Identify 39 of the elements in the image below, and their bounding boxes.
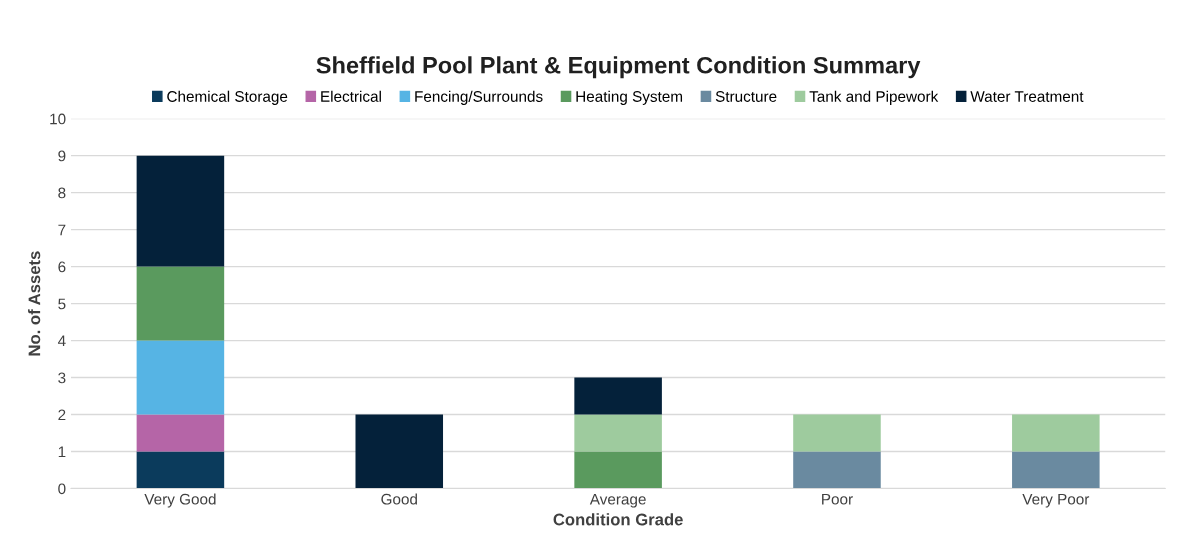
bar <box>136 155 225 267</box>
x-tick-label: Poor <box>822 493 853 505</box>
y-tick-label: 8 <box>58 187 66 199</box>
bar <box>136 340 225 415</box>
bar <box>136 451 225 489</box>
legend-label: Electrical <box>321 90 381 102</box>
x-tick-label: Good <box>381 493 417 505</box>
bar <box>1012 414 1100 452</box>
legend-label: Fencing/Surrounds <box>415 90 543 105</box>
bar <box>1012 451 1100 489</box>
legend-label: Tank and Pipework <box>809 90 939 105</box>
bar <box>793 414 881 452</box>
y-axis-title: No. of Assets <box>28 251 41 356</box>
y-tick-label: 9 <box>58 150 66 162</box>
y-tick-label: 0 <box>58 483 66 495</box>
y-tick-label: 5 <box>58 298 66 310</box>
x-tick-label: Average <box>589 493 646 508</box>
legend-label: Chemical Storage <box>167 90 288 105</box>
legend-label: Structure <box>715 91 777 102</box>
y-tick-label: 6 <box>58 261 66 273</box>
bar <box>136 414 225 452</box>
bar <box>574 451 662 489</box>
x-tick-label: Very Good <box>144 493 216 508</box>
bar <box>355 414 444 489</box>
legend-label: Heating System <box>576 90 683 105</box>
chart-title: Sheffield Pool Plant & Equipment Condition Summary <box>316 56 921 79</box>
legend-label: Water Treatment <box>970 91 1084 102</box>
y-tick-label: 2 <box>58 409 66 421</box>
bar <box>574 377 662 415</box>
y-tick-label: 3 <box>58 372 66 384</box>
y-tick-label: 7 <box>58 224 66 236</box>
x-tick-label: Very Poor <box>1022 493 1090 508</box>
x-axis-title: Condition Grade <box>553 513 683 526</box>
y-tick-label: 1 <box>58 446 66 458</box>
bar <box>793 451 881 489</box>
bar <box>574 414 662 452</box>
y-tick-label: 10 <box>50 113 66 125</box>
y-tick-label: 4 <box>57 335 66 347</box>
bar <box>136 266 225 341</box>
